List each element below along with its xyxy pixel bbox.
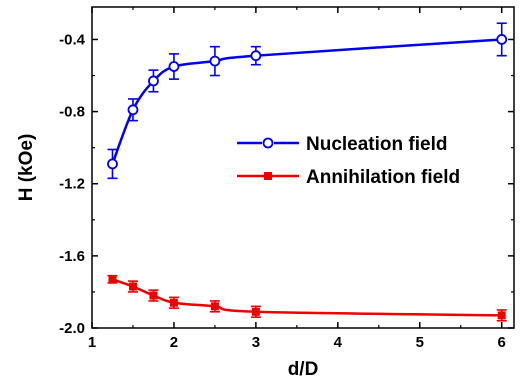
data-point — [497, 311, 506, 320]
y-tick-label: -1.6 — [59, 248, 85, 265]
x-tick-label: 5 — [416, 334, 424, 351]
legend-label: Annihilation field — [306, 167, 460, 188]
x-tick-label: 3 — [252, 334, 260, 351]
x-axis: 1 2 3 4 5 6 — [88, 7, 506, 351]
series-nucleation — [107, 22, 508, 180]
data-point — [108, 275, 117, 284]
legend-label: Nucleation field — [306, 134, 447, 155]
data-point — [168, 61, 180, 72]
y-tick-label: -0.4 — [59, 31, 86, 48]
y-axis-label: H (kOe) — [16, 134, 37, 202]
x-tick-label: 6 — [498, 334, 506, 351]
data-point — [496, 34, 508, 45]
y-tick-label: -1.2 — [59, 176, 85, 193]
x-axis-label: d/D — [288, 359, 319, 380]
data-point — [210, 302, 219, 311]
series-layer — [107, 22, 508, 322]
legend-marker — [264, 172, 272, 180]
data-point — [250, 50, 262, 62]
data-point — [209, 55, 221, 67]
x-tick-label: 1 — [88, 334, 96, 351]
legend-item-annihilation: Annihilation field — [237, 167, 460, 188]
legend: Nucleation field Annihilation field — [237, 134, 460, 188]
data-point — [127, 104, 139, 116]
data-point — [128, 282, 137, 291]
x-tick-label: 4 — [334, 334, 343, 351]
y-tick-label: -0.8 — [59, 104, 85, 121]
data-point — [169, 298, 178, 307]
data-point — [107, 158, 118, 170]
data-point — [251, 307, 260, 316]
x-tick-label: 2 — [170, 334, 178, 351]
series-annihilation — [107, 274, 507, 322]
legend-marker — [262, 137, 274, 149]
y-tick-label: -2.0 — [59, 320, 85, 337]
y-axis: -0.4 -0.8 -1.2 -1.6 -2.0 — [59, 31, 514, 337]
plot-frame — [91, 6, 515, 329]
data-point — [148, 75, 159, 87]
data-point — [149, 291, 158, 300]
plot-border — [91, 6, 515, 329]
legend-item-nucleation: Nucleation field — [237, 134, 447, 155]
